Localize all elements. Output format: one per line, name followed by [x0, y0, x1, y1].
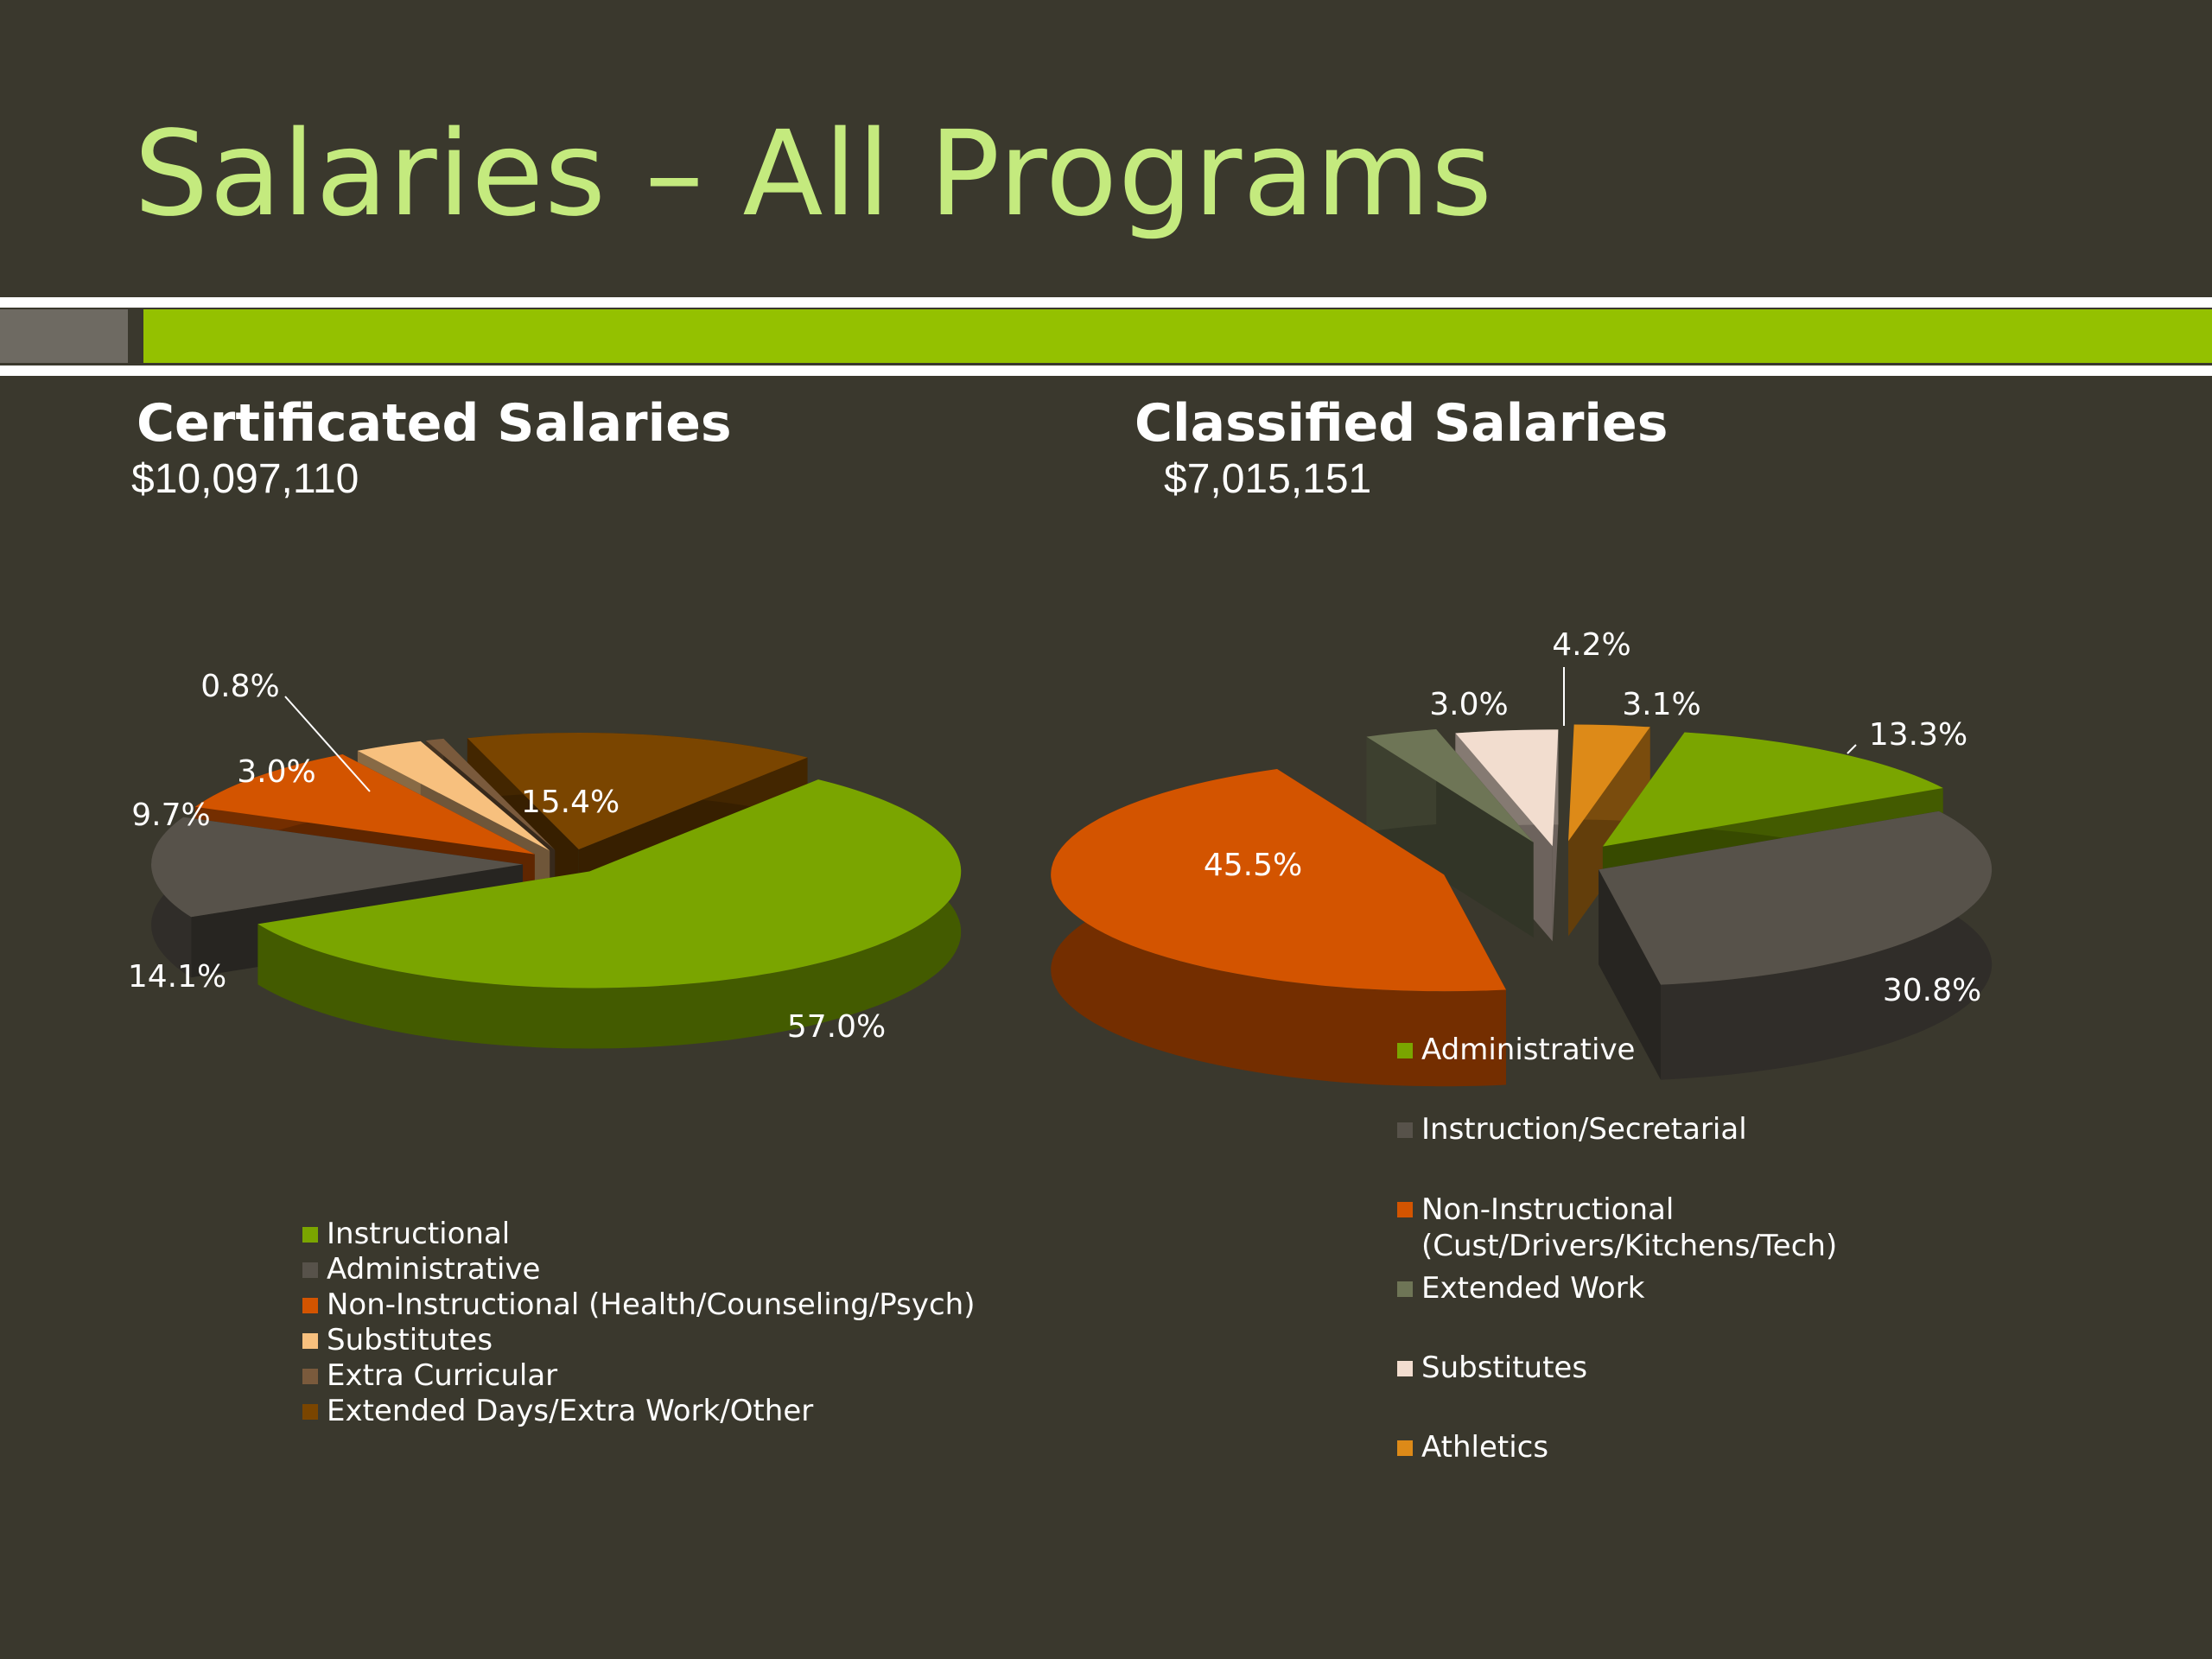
certificated-pie: 57.0% 14.1% 9.7% 3.0% 0.8% 15.4%: [128, 669, 962, 1049]
legend-swatch: [302, 1369, 318, 1384]
legend-item-instructional: Instructional: [302, 1217, 975, 1252]
data-label-non-instructional-health-counseling-psych: 9.7%: [131, 798, 210, 833]
data-label-administrative: 14.1%: [128, 959, 226, 995]
slice-non-instructional: [1051, 768, 1507, 1087]
slice-instruction-secretarial: [1599, 810, 1993, 1080]
legend-swatch: [1397, 1440, 1413, 1456]
data-label-instructional: 57.0%: [787, 1009, 886, 1045]
legend-label: Substitutes: [1421, 1351, 1588, 1385]
legend-item-administrative: Administrative: [302, 1252, 975, 1287]
legend-item-non-instructional-health-counseling-psych: Non-Instructional (Health/Counseling/Psy…: [302, 1287, 975, 1323]
legend-item-athletics: Athletics: [1397, 1430, 1837, 1510]
legend-label: Substitutes: [327, 1323, 493, 1357]
legend-swatch: [302, 1404, 318, 1420]
legend-label: Instruction/Secretarial: [1421, 1112, 1747, 1147]
legend-label: Extra Curricular: [327, 1358, 558, 1393]
legend-label: Instructional: [327, 1217, 511, 1251]
legend-item-extended-work: Extended Work: [1397, 1271, 1837, 1351]
data-label-extra-curricular: 0.8%: [200, 669, 279, 704]
certificated-legend: Instructional Administrative Non-Instructi…: [302, 1217, 975, 1429]
data-label-athletics: 3.1%: [1622, 687, 1700, 722]
legend-label: Administrative: [327, 1252, 541, 1287]
data-label-extended-days-extra-work-other: 15.4%: [521, 785, 620, 820]
legend-label: Non-Instructional (Health/Counseling/Psy…: [327, 1287, 976, 1322]
legend-item-extra-curricular: Extra Curricular: [302, 1358, 975, 1394]
legend-label: Administrative: [1421, 1033, 1636, 1067]
header-accent-gray-bar: [0, 309, 128, 363]
leader-line-extra-curricular: [284, 696, 371, 792]
legend-item-extended-days-extra-work-other: Extended Days/Extra Work/Other: [302, 1394, 975, 1429]
classified-legend: Administrative Instruction/Secretarial Non…: [1397, 1033, 1837, 1510]
data-label-administrative: 13.3%: [1869, 717, 1967, 753]
legend-item-substitutes: Substitutes: [1397, 1351, 1837, 1430]
legend-label: Extended Work: [1421, 1271, 1645, 1306]
legend-swatch: [1397, 1122, 1413, 1138]
data-label-extended-work: 3.0%: [1429, 687, 1508, 722]
legend-swatch: [1397, 1202, 1413, 1217]
legend-swatch: [1397, 1043, 1413, 1058]
data-label-substitutes: 4.2%: [1552, 627, 1630, 663]
data-label-instruction-secretarial: 30.8%: [1883, 973, 1981, 1008]
slide-title: Salaries – All Programs: [134, 106, 1493, 243]
legend-swatch: [1397, 1281, 1413, 1297]
header-rule-top: [0, 297, 2212, 308]
data-label-non-instructional: 45.5%: [1204, 848, 1302, 883]
leader-line-administrative: [1847, 744, 1857, 754]
legend-swatch: [302, 1227, 318, 1243]
classified-amount: $7,015,151: [1164, 456, 1372, 502]
slice-extended-work: [1366, 729, 1534, 938]
legend-swatch: [302, 1298, 318, 1313]
header-rule-bottom: [0, 365, 2212, 376]
slice-athletics: [1568, 724, 1650, 937]
classified-pie: 13.3% 30.8% 45.5% 3.0% 4.2% 3.1%: [1051, 627, 1993, 1087]
certificated-amount: $10,097,110: [131, 456, 359, 502]
header-accent-green-bar: [143, 309, 2212, 363]
legend-item-instruction-secretarial: Instruction/Secretarial: [1397, 1112, 1837, 1192]
legend-label: Non-Instructional (Cust/Drivers/Kitchens…: [1421, 1192, 1838, 1263]
legend-label: Athletics: [1421, 1430, 1549, 1465]
legend-item-substitutes: Substitutes: [302, 1323, 975, 1358]
legend-swatch: [302, 1262, 318, 1278]
legend-swatch: [302, 1333, 318, 1349]
slice-instructional: [257, 779, 962, 1049]
legend-label: Extended Days/Extra Work/Other: [327, 1394, 814, 1428]
legend-item-administrative: Administrative: [1397, 1033, 1837, 1112]
certificated-heading: Certificated Salaries: [137, 393, 732, 454]
data-label-substitutes: 3.0%: [237, 754, 315, 790]
legend-item-non-instructional: Non-Instructional (Cust/Drivers/Kitchens…: [1397, 1192, 1837, 1271]
legend-swatch: [1397, 1361, 1413, 1376]
classified-heading: Classified Salaries: [1135, 393, 1669, 454]
